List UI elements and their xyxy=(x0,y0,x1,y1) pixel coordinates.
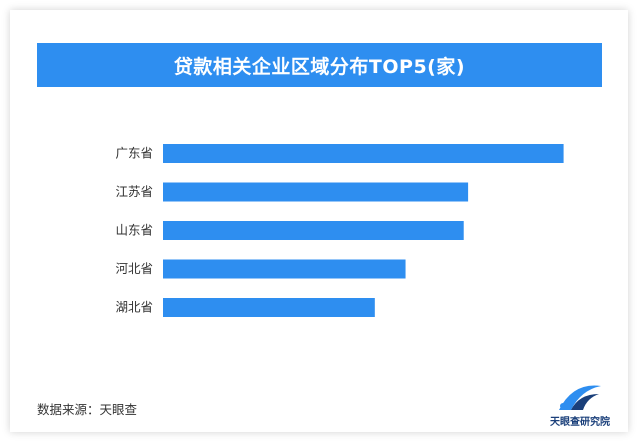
data-source-note: 数据来源：天眼查 xyxy=(37,402,138,417)
category-label: 江苏省 xyxy=(115,184,153,199)
tianyancha-research-logo: 天眼查研究院 xyxy=(545,380,615,430)
chart-title: 贷款相关企业区域分布TOP5(家) xyxy=(173,55,466,78)
logo-arc-icon xyxy=(559,385,601,410)
category-label: 广东省 xyxy=(115,146,153,161)
category-label: 湖北省 xyxy=(115,300,153,315)
bar xyxy=(163,259,406,279)
bar xyxy=(163,298,375,317)
category-label: 河北省 xyxy=(115,261,153,276)
category-label: 山东省 xyxy=(115,223,153,238)
bar xyxy=(163,182,469,202)
title-banner: 贷款相关企业区域分布TOP5(家) xyxy=(37,43,602,87)
bar xyxy=(163,221,464,240)
bar xyxy=(163,144,564,163)
logo-text: 天眼查研究院 xyxy=(550,417,610,428)
